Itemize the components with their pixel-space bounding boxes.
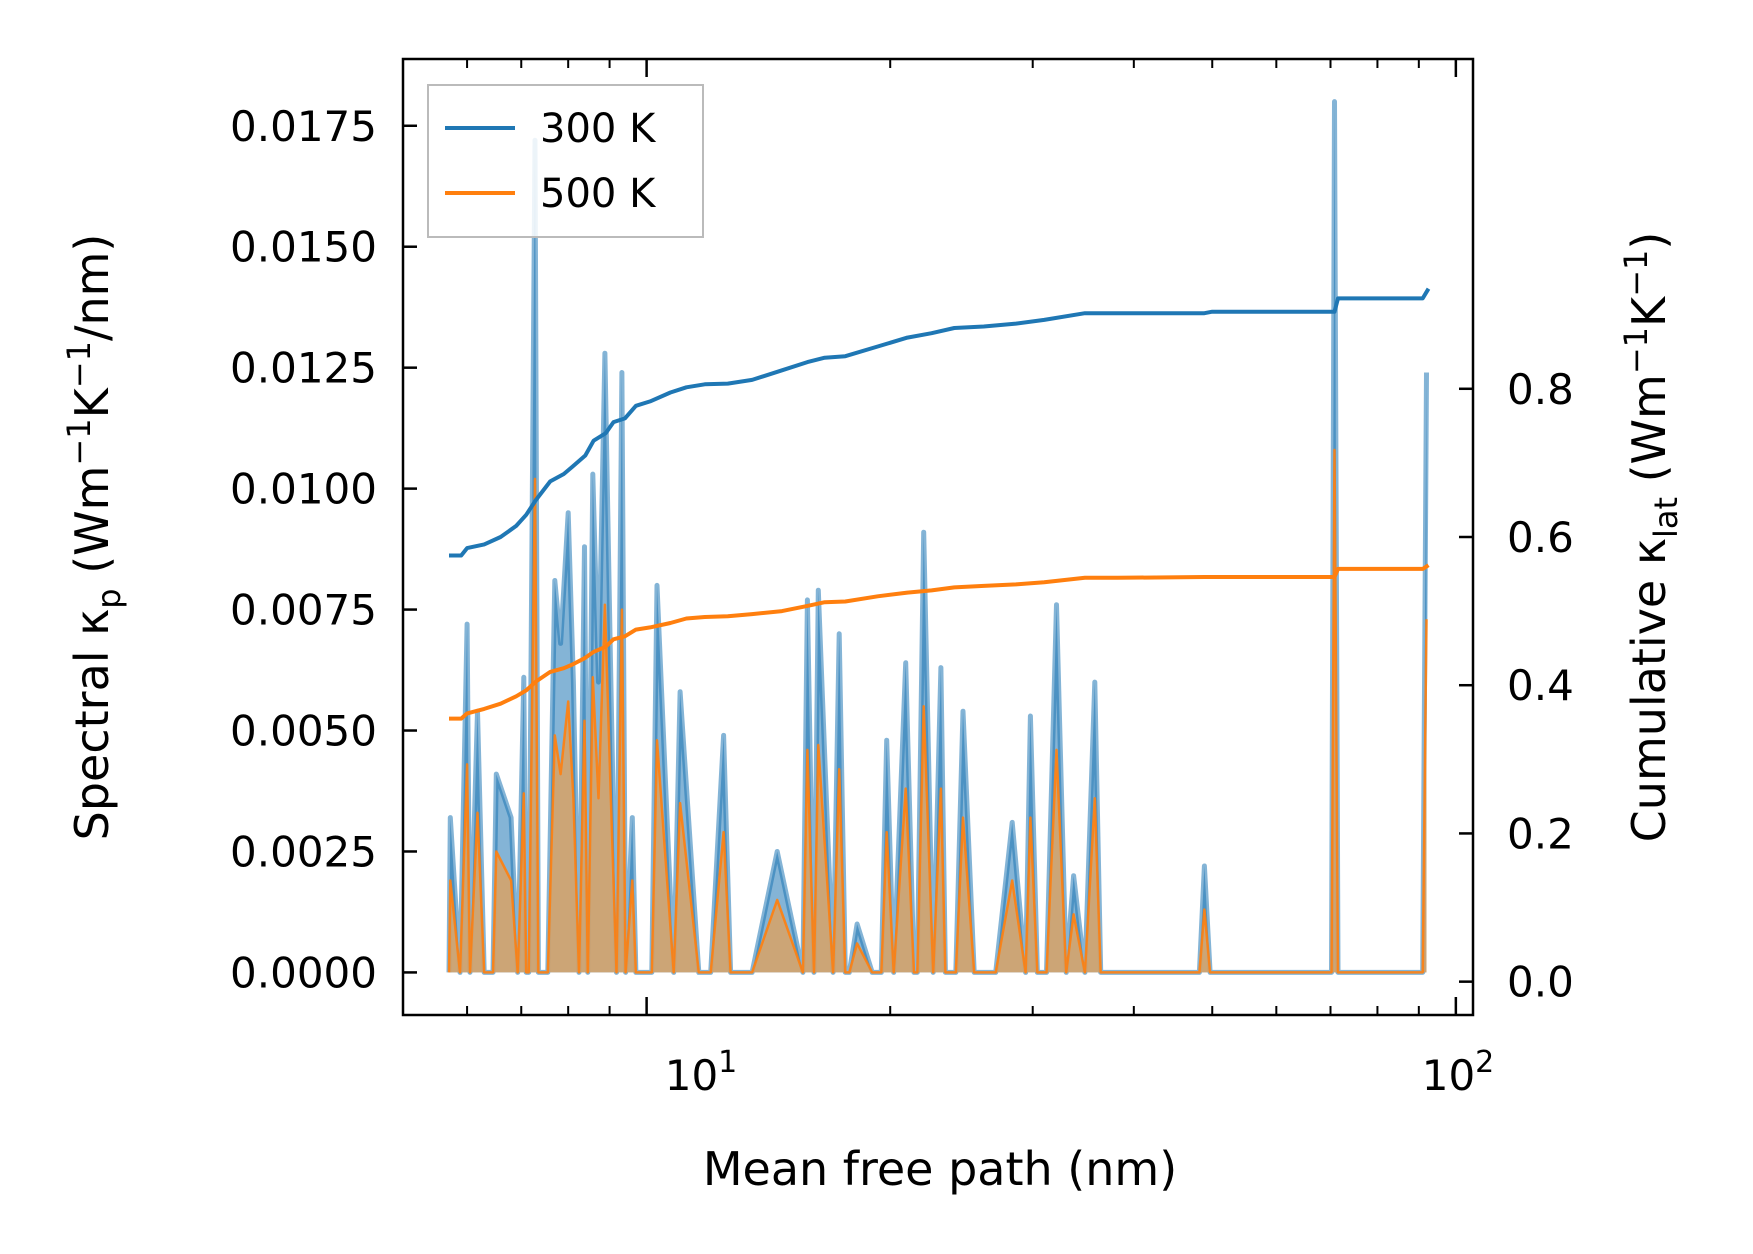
y-left-tick-label: 0.0025: [230, 827, 377, 876]
y-right-tick-label: 0.8: [1507, 365, 1574, 414]
y-axis-label-right: Cumulative κlat (Wm−1K−1): [1617, 232, 1685, 843]
legend-box: [427, 84, 704, 238]
y-right-tick-label: 0.0: [1507, 958, 1574, 1007]
axis-ticks: 0.0000 0.0025 0.0050 0.0075 0.0100 0.0125 0.01…: [230, 59, 1574, 1015]
y-left-tick-label: 0.0050: [230, 707, 377, 756]
legend: 300 K 500 K: [427, 84, 704, 238]
y-left-tick-label: 0.0075: [230, 586, 377, 635]
y-left-tick-label: 0.0175: [230, 102, 377, 151]
cumulative-line-500k: [449, 563, 1430, 721]
cumulative-line-300k: [449, 287, 1431, 558]
y-right-tick-label: 0.4: [1507, 661, 1574, 710]
spectral-fills: [446, 99, 1429, 975]
legend-label-500k: 500 K: [540, 171, 657, 217]
y-left-tick-label: 0.0125: [230, 344, 377, 393]
y-left-tick-label: 0.0000: [230, 948, 377, 997]
y-left-tick-label: 0.0150: [230, 223, 377, 272]
x-tick-label-10: 101: [665, 1045, 738, 1100]
legend-label-300k: 300 K: [540, 106, 657, 152]
x-axis-label: Mean free path (nm): [703, 1142, 1177, 1196]
cumulative-lines: [449, 287, 1431, 721]
y-axis-label-left: Spectral κp (Wm−1K−1/nm): [60, 234, 128, 841]
spectral-fill-500k-outline: [447, 448, 1428, 974]
y-left-tick-label: 0.0100: [230, 465, 377, 514]
x-tick-label-100: 102: [1422, 1045, 1495, 1100]
y-right-tick-label: 0.6: [1507, 513, 1574, 562]
y-right-tick-label: 0.2: [1507, 809, 1574, 858]
